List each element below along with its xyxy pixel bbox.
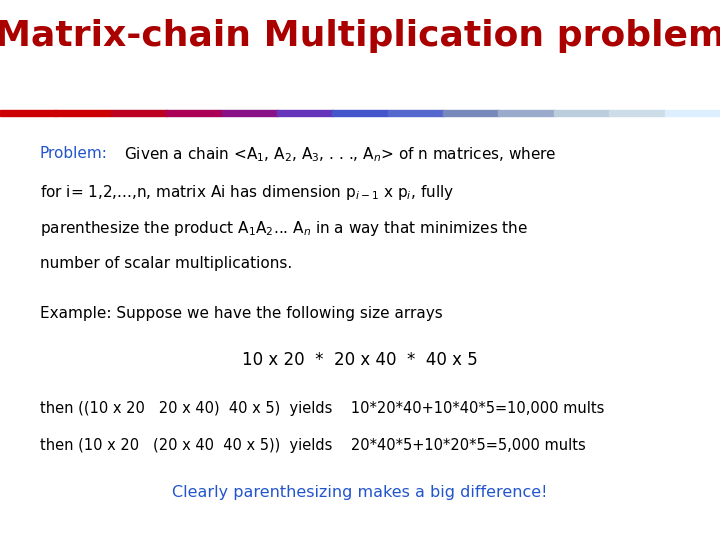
Bar [333,110,388,116]
Bar [609,110,665,116]
Bar [55,110,112,116]
Text: parenthesize the product A$_1$A$_2$... A$_n$ in a way that minimizes the: parenthesize the product A$_1$A$_2$... A… [40,219,528,238]
Text: Given a chain <A$_1$, A$_2$, A$_3$, . . ., A$_n$> of n matrices, where: Given a chain <A$_1$, A$_2$, A$_3$, . . … [124,146,557,165]
Text: then (10 x 20   (20 x 40  40 x 5))  yields    20*40*5+10*20*5=5,000 mults: then (10 x 20 (20 x 40 40 x 5)) yields 2… [40,438,585,453]
Text: Clearly parenthesizing makes a big difference!: Clearly parenthesizing makes a big diffe… [172,485,548,501]
Text: Matrix-chain Multiplication problem: Matrix-chain Multiplication problem [0,19,720,53]
Bar [498,110,554,116]
Text: Problem:: Problem: [40,146,107,161]
Bar [111,110,167,116]
Bar [443,110,499,116]
Text: then ((10 x 20   20 x 40)  40 x 5)  yields    10*20*40+10*40*5=10,000 mults: then ((10 x 20 20 x 40) 40 x 5) yields 1… [40,401,604,416]
Bar [0,110,56,116]
Text: Example: Suppose we have the following size arrays: Example: Suppose we have the following s… [40,306,442,321]
Bar [665,110,720,116]
Bar [166,110,222,116]
Text: 10 x 20  *  20 x 40  *  40 x 5: 10 x 20 * 20 x 40 * 40 x 5 [242,351,478,369]
Text: for i= 1,2,...,n, matrix Ai has dimension p$_{i-1}$ x p$_i$, fully: for i= 1,2,...,n, matrix Ai has dimensio… [40,183,454,201]
Bar [387,110,444,116]
Bar [222,110,278,116]
Bar [554,110,610,116]
Text: number of scalar multiplications.: number of scalar multiplications. [40,256,292,271]
Bar [277,110,333,116]
